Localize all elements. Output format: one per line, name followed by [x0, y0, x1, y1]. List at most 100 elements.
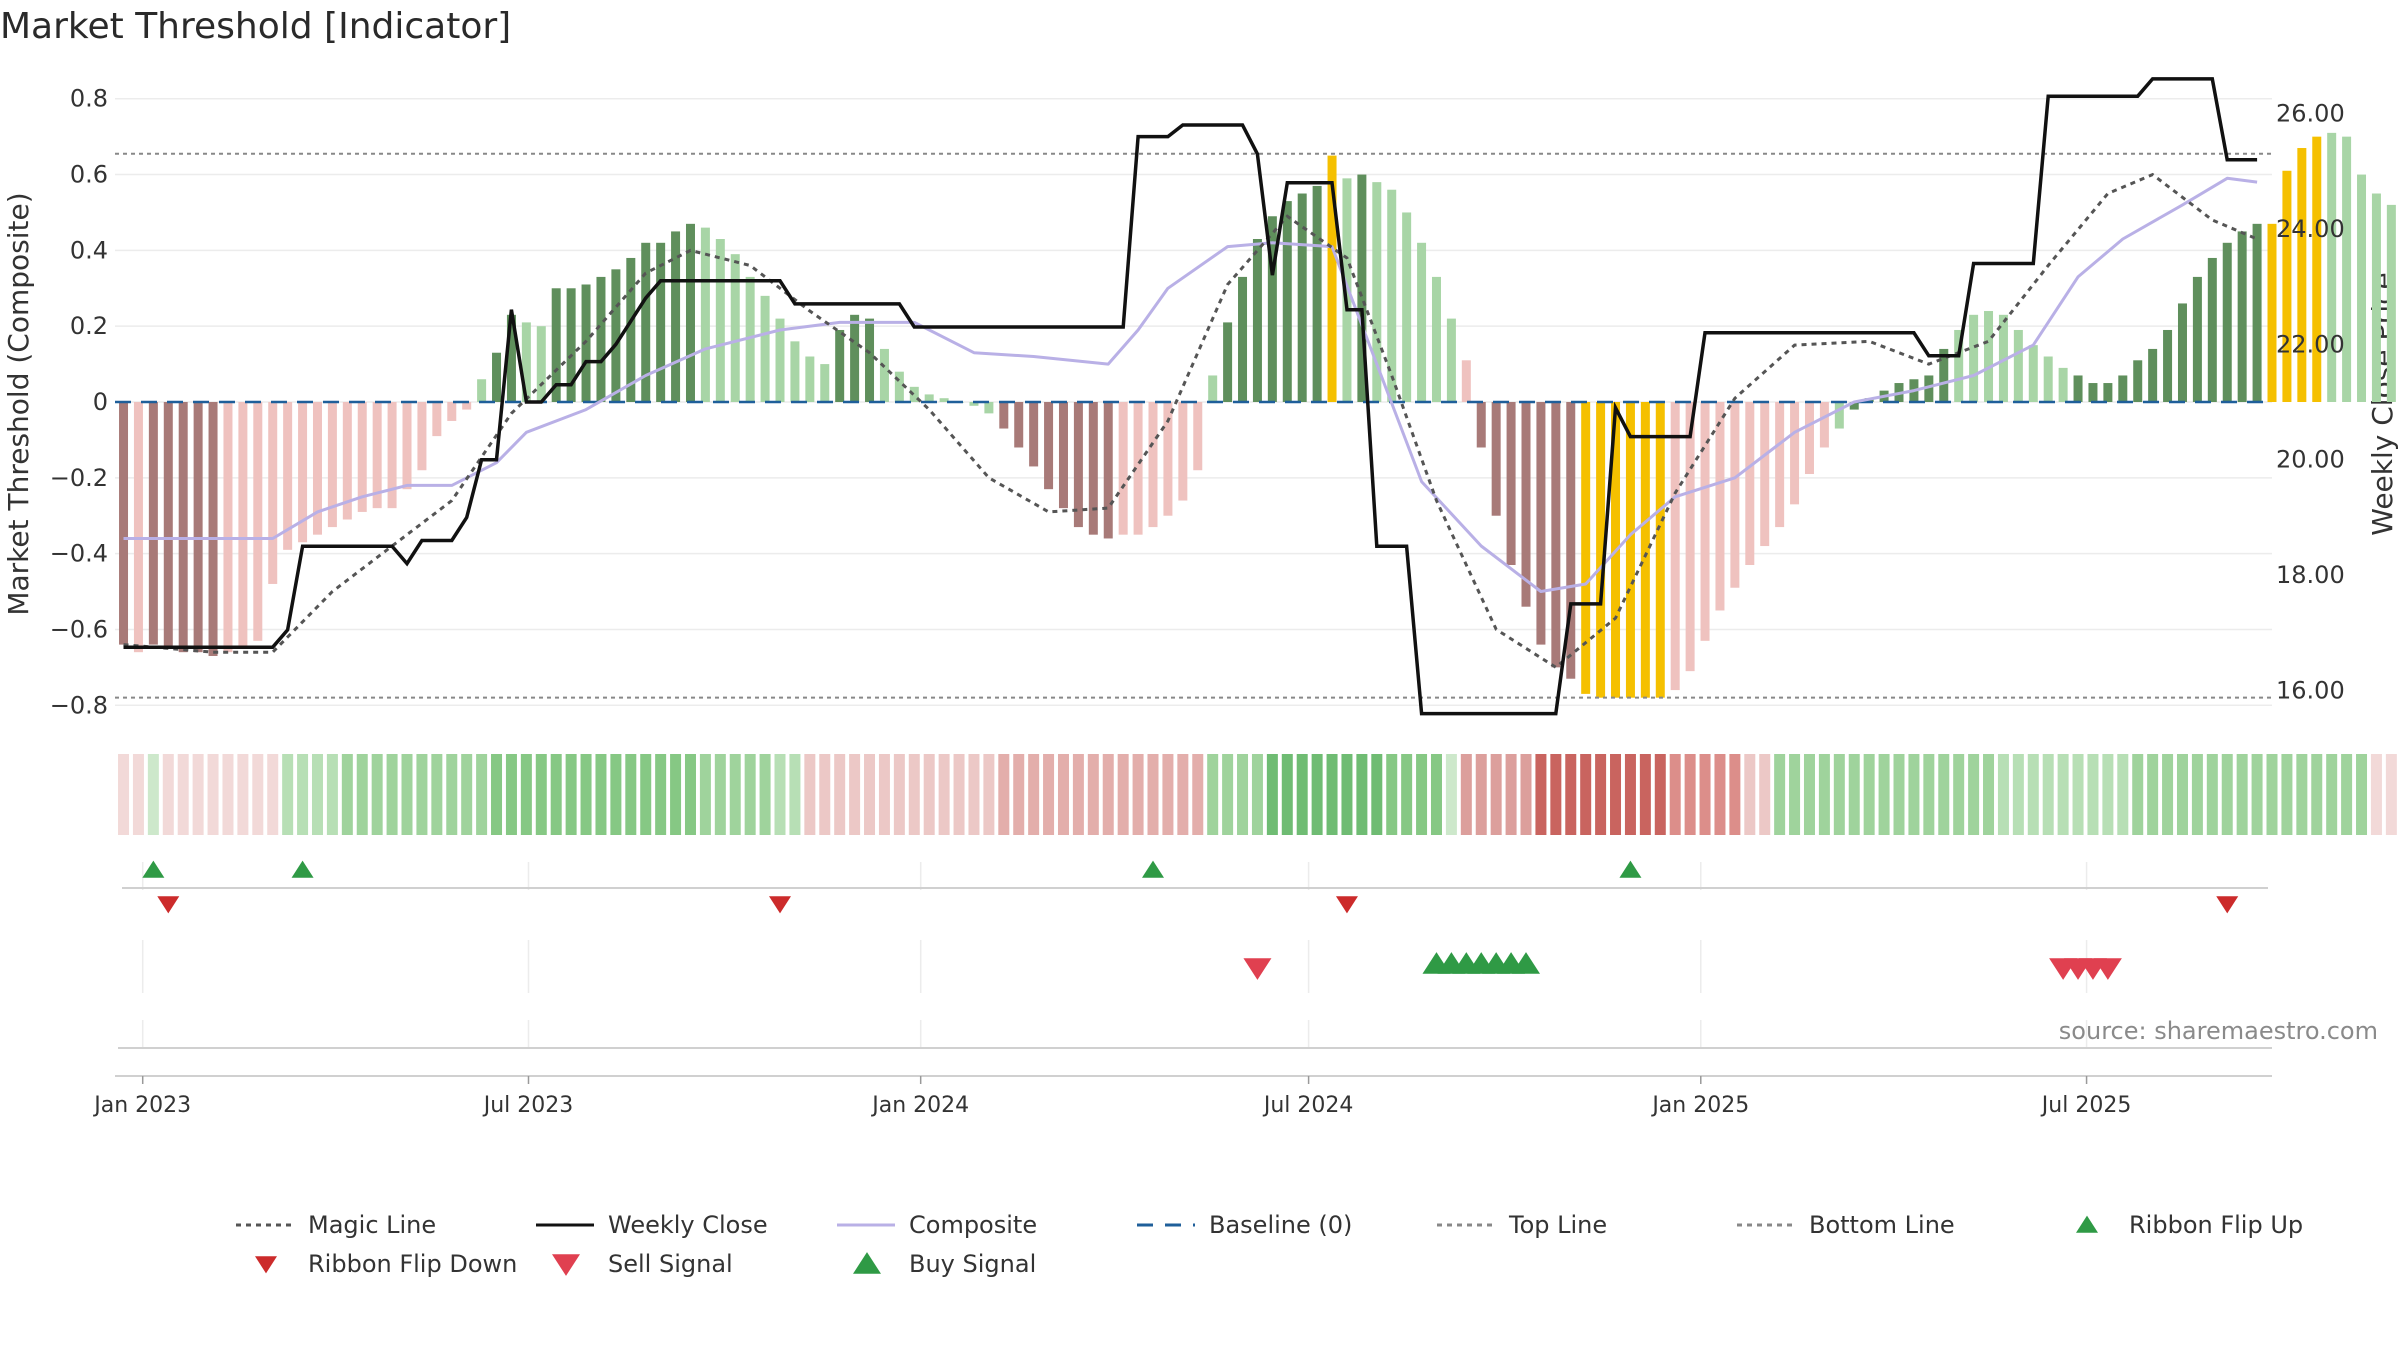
y2-tick-label: 18.00 [2276, 561, 2345, 589]
ribbon-segment [983, 754, 995, 835]
composite-bar [2133, 360, 2143, 402]
ribbon-flip-down-marker [2216, 896, 2239, 914]
ribbon-segment [1475, 754, 1487, 835]
ribbon-segment [1371, 754, 1383, 835]
ribbon-segment [267, 754, 279, 835]
ribbon-segment [2251, 754, 2263, 835]
composite-bar [1536, 402, 1546, 645]
ribbon-segment [2012, 754, 2024, 835]
composite-bar [1730, 402, 1740, 588]
composite-bar [835, 329, 845, 402]
composite-bar [372, 402, 382, 509]
composite-bar [775, 318, 785, 402]
ribbon-segment [1759, 754, 1771, 835]
ribbon-segment [2221, 754, 2233, 835]
ribbon-segment [1505, 754, 1517, 835]
composite-bar [2222, 242, 2232, 402]
ribbon-segment [878, 754, 890, 835]
composite-bar [462, 402, 472, 410]
ribbon-segment [461, 754, 473, 835]
composite-bar [208, 402, 218, 656]
composite-bar [1506, 402, 1516, 565]
ribbon-segment [864, 754, 876, 835]
y2-tick-label: 20.00 [2276, 446, 2345, 474]
ribbon-segment [819, 754, 831, 835]
ribbon-segment [311, 754, 323, 835]
composite-bar [387, 402, 397, 509]
composite-bar [148, 402, 158, 645]
ribbon-segment [968, 754, 980, 835]
composite-bar [1849, 402, 1859, 410]
ribbon-segment [1192, 754, 1204, 835]
legend-label: Top Line [1508, 1211, 1607, 1239]
ribbon-segment [699, 754, 711, 835]
x-tick-label: Jul 2025 [2040, 1093, 2132, 1118]
composite-bar [2118, 375, 2128, 402]
ribbon-segment [371, 754, 383, 835]
composite-bar [1282, 201, 1292, 402]
ribbon-segment [2266, 754, 2278, 835]
y-tick-label: −0.8 [50, 691, 108, 719]
composite-bar [1044, 402, 1054, 490]
ribbon-segment [2087, 754, 2099, 835]
composite-bar [924, 394, 934, 402]
ribbon-segment [1610, 754, 1622, 835]
ribbon-segment [252, 754, 264, 835]
composite-bar [700, 227, 710, 402]
composite-bar [1357, 174, 1367, 402]
composite-bar [1208, 375, 1218, 402]
ribbon-segment [2326, 754, 2338, 835]
composite-bar [1312, 185, 1322, 402]
composite-bar [1670, 402, 1680, 691]
ribbon-segment [804, 754, 816, 835]
composite-bar [850, 314, 860, 402]
composite-bar [566, 288, 576, 402]
ribbon-segment [1311, 754, 1323, 835]
ribbon-segment [1401, 754, 1413, 835]
composite-bar [2192, 276, 2202, 402]
ribbon-segment [1893, 754, 1905, 835]
ribbon-segment [132, 754, 144, 835]
ribbon-segment [655, 754, 667, 835]
ribbon-segment [1535, 754, 1547, 835]
composite-bar [1640, 402, 1650, 698]
composite-bar [1417, 242, 1427, 402]
composite-bar [506, 314, 516, 402]
composite-bar [2252, 223, 2262, 402]
y2-tick-label: 24.00 [2276, 215, 2345, 243]
y-tick-label: −0.4 [50, 540, 108, 568]
composite-bar [2312, 136, 2322, 402]
composite-bar [865, 318, 875, 402]
ribbon-segment [237, 754, 249, 835]
legend-swatch [255, 1256, 277, 1274]
legend-label: Buy Signal [909, 1250, 1036, 1278]
ribbon-segment [1222, 754, 1234, 835]
ribbon-segment [341, 754, 353, 835]
ribbon-segment [1878, 754, 1890, 835]
ribbon-segment [118, 754, 130, 835]
composite-bar [969, 402, 979, 406]
ribbon-segment [2176, 754, 2188, 835]
composite-bar [193, 402, 203, 653]
ribbon-segment [1774, 754, 1786, 835]
composite-bar [1566, 402, 1576, 679]
ribbon-segment [1848, 754, 1860, 835]
ribbon-segment [908, 754, 920, 835]
x-tick-label: Jan 2025 [1650, 1093, 1749, 1118]
ribbon-segment [1938, 754, 1950, 835]
ribbon-segment [1699, 754, 1711, 835]
composite-bar [1327, 155, 1337, 402]
composite-bar [357, 402, 367, 512]
composite-bar [2058, 367, 2068, 402]
composite-bar [1029, 402, 1039, 467]
composite-bar [1342, 178, 1352, 402]
composite-bar [1969, 314, 1979, 402]
composite-bar [984, 402, 994, 414]
ribbon-segment [1654, 754, 1666, 835]
ribbon-segment [1639, 754, 1651, 835]
composite-bar [2282, 170, 2292, 402]
composite-bar [1581, 402, 1591, 694]
composite-bar [2043, 356, 2053, 402]
x-tick-label: Jan 2024 [870, 1093, 969, 1118]
ribbon-flip-up-marker [1142, 860, 1165, 878]
